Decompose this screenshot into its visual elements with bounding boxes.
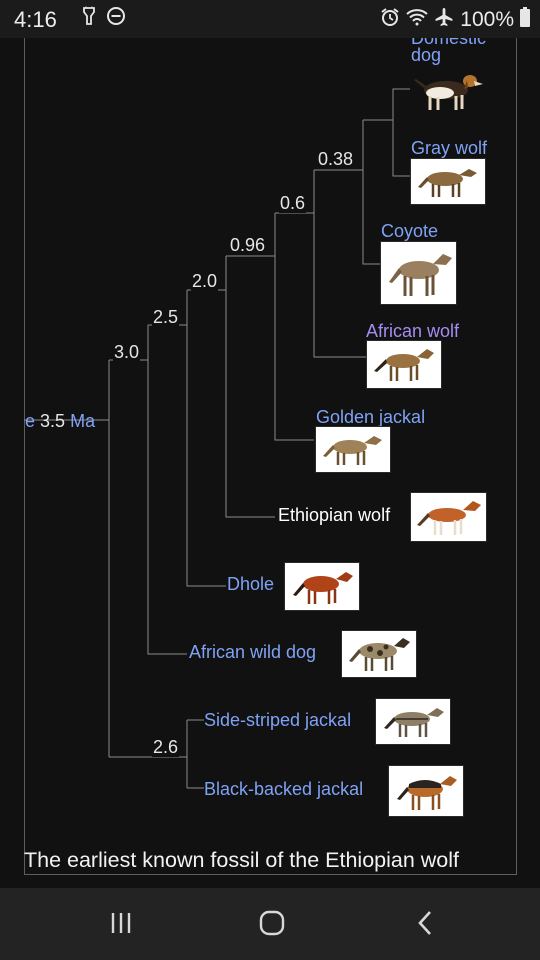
taxon-link-dhole[interactable]: Dhole	[227, 574, 275, 594]
domestic-dog-illustration	[414, 75, 483, 110]
root-label-prefix[interactable]: e	[25, 411, 36, 431]
dhole-image[interactable]	[284, 562, 360, 611]
ethiopian-wolf-image[interactable]	[410, 492, 487, 542]
flashlight-icon	[82, 6, 96, 31]
taxon-link-golden-jackal[interactable]: Golden jackal	[316, 407, 426, 427]
recent-apps-icon	[109, 911, 133, 940]
node-value-0-96: 0.96	[229, 235, 267, 255]
root-label-unit[interactable]: Ma	[70, 411, 96, 431]
black-backed-jackal-illustration	[397, 776, 457, 810]
taxon-link-side-striped-jackal[interactable]: Side-striped jackal	[204, 710, 352, 730]
battery-percentage: 100%	[460, 7, 514, 31]
golden-jackal-illustration	[323, 436, 382, 465]
ethiopian-wolf-illustration	[417, 501, 481, 535]
node-value-3-0: 3.0	[113, 342, 141, 362]
node-value-2-5: 2.5	[152, 307, 180, 327]
root-label[interactable]: e 3.5 Ma	[25, 411, 95, 432]
taxon-link-domestic-dog[interactable]: Domestic dog	[411, 38, 487, 65]
airplane-mode-icon	[434, 7, 454, 32]
taxon-link-coyote[interactable]: Coyote	[381, 221, 439, 241]
taxon-link-black-backed-jackal[interactable]: Black-backed jackal	[204, 779, 364, 799]
wifi-icon	[406, 8, 428, 31]
root-label-value: 3.5	[40, 411, 66, 431]
taxon-link-african-wild-dog[interactable]: African wild dog	[189, 642, 317, 662]
black-backed-jackal-image[interactable]	[388, 765, 464, 817]
african-wild-dog-illustration	[349, 638, 410, 671]
battery-icon	[520, 7, 530, 32]
african-wild-dog-image[interactable]	[341, 630, 417, 678]
coyote-illustration	[389, 254, 452, 296]
gray-wolf-image[interactable]	[410, 158, 486, 205]
figure-caption: The earliest known fossil of the Ethiopi…	[24, 848, 460, 872]
figure-border	[24, 38, 517, 875]
gray-wolf-illustration	[418, 169, 477, 197]
status-time: 4:16	[14, 7, 57, 32]
node-value-0-38: 0.38	[317, 149, 355, 169]
node-value-0-6: 0.6	[279, 193, 307, 213]
african-wolf-illustration	[374, 349, 434, 381]
home-icon	[259, 910, 285, 941]
alarm-icon	[380, 7, 400, 32]
dhole-illustration	[293, 572, 353, 604]
domestic-dog-image[interactable]	[410, 68, 486, 116]
african-wolf-image[interactable]	[366, 340, 442, 389]
taxon-link-gray-wolf[interactable]: Gray wolf	[411, 138, 488, 158]
recent-apps-button[interactable]	[101, 908, 141, 942]
taxon-link-african-wolf[interactable]: African wolf	[366, 321, 460, 341]
node-value-2-0: 2.0	[191, 271, 219, 291]
side-striped-jackal-image[interactable]	[375, 698, 451, 745]
side-striped-jackal-illustration	[384, 708, 444, 737]
back-icon	[417, 910, 433, 941]
back-button[interactable]	[405, 908, 445, 942]
do-not-disturb-icon	[106, 6, 126, 31]
taxon-label-ethiopian-wolf: Ethiopian wolf	[278, 505, 391, 525]
status-bar: 4:16 100%	[0, 0, 540, 38]
cladogram-figure: 3.0 2.5 2.0 0.96 0.6 0.38 2.6 e 3.5 Ma D…	[0, 38, 540, 888]
golden-jackal-image[interactable]	[315, 426, 391, 473]
node-value-2-6: 2.6	[152, 737, 180, 757]
home-button[interactable]	[252, 908, 292, 942]
navigation-bar	[0, 888, 540, 960]
coyote-image[interactable]	[380, 241, 457, 305]
